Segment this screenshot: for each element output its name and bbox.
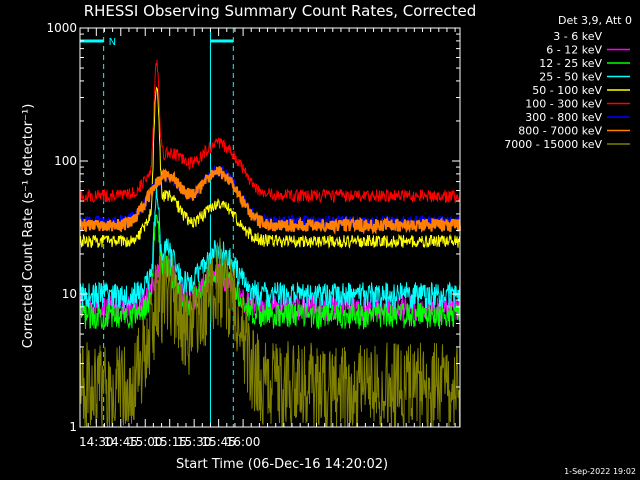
x-tick-label: 15:00	[128, 435, 163, 449]
chart-title: RHESSI Observing Summary Count Rates, Co…	[84, 2, 477, 20]
y-axis: 1 10 100 1000	[46, 21, 460, 434]
observing-bar-label: N	[109, 37, 116, 48]
legend-entry-label: 7000 - 15000 keV	[504, 138, 602, 151]
x-tick-label: 14:45	[103, 435, 138, 449]
x-tick-label: 15:30	[177, 435, 212, 449]
x-tick-label: 16:00	[226, 435, 261, 449]
y-tick-label: 10	[62, 287, 77, 301]
y-tick-label: 100	[54, 154, 77, 168]
y-tick-label: 1	[69, 420, 77, 434]
y-tick-label: 1000	[46, 21, 77, 35]
legend-entry-label: 50 - 100 keV	[532, 84, 602, 97]
timestamp: 1-Sep-2022 19:02	[564, 467, 636, 476]
x-tick-label: 15:45	[201, 435, 236, 449]
legend-entry-label: 6 - 12 keV	[546, 44, 602, 57]
legend-entry-label: 800 - 7000 keV	[518, 125, 602, 138]
series-line	[79, 86, 461, 249]
legend-entry-label: 3 - 6 keV	[553, 30, 602, 43]
x-tick-label: 14:30	[79, 435, 114, 449]
legend-entry-label: 12 - 25 keV	[539, 57, 602, 70]
series-line	[79, 166, 461, 236]
x-axis-label: Start Time (06-Dec-16 14:20:02)	[176, 457, 388, 472]
legend-title: Det 3,9, Att 0	[558, 14, 632, 27]
legend-entry-label: 100 - 300 keV	[525, 98, 602, 111]
series-line	[79, 237, 461, 428]
plot-frame	[79, 27, 461, 428]
legend: Det 3,9, Att 0 3 - 6 keV 6 - 12 keV 12 - …	[504, 14, 632, 151]
series-layer	[79, 59, 461, 428]
series-line	[79, 59, 461, 204]
legend-entry-label: 300 - 800 keV	[525, 111, 602, 124]
y-axis-label: Corrected Count Rate (s⁻¹ detector⁻¹)	[21, 104, 36, 349]
series-line	[79, 185, 461, 309]
series-line	[79, 213, 461, 330]
legend-entry-label: 25 - 50 keV	[539, 71, 602, 84]
x-tick-label: 15:15	[152, 435, 187, 449]
